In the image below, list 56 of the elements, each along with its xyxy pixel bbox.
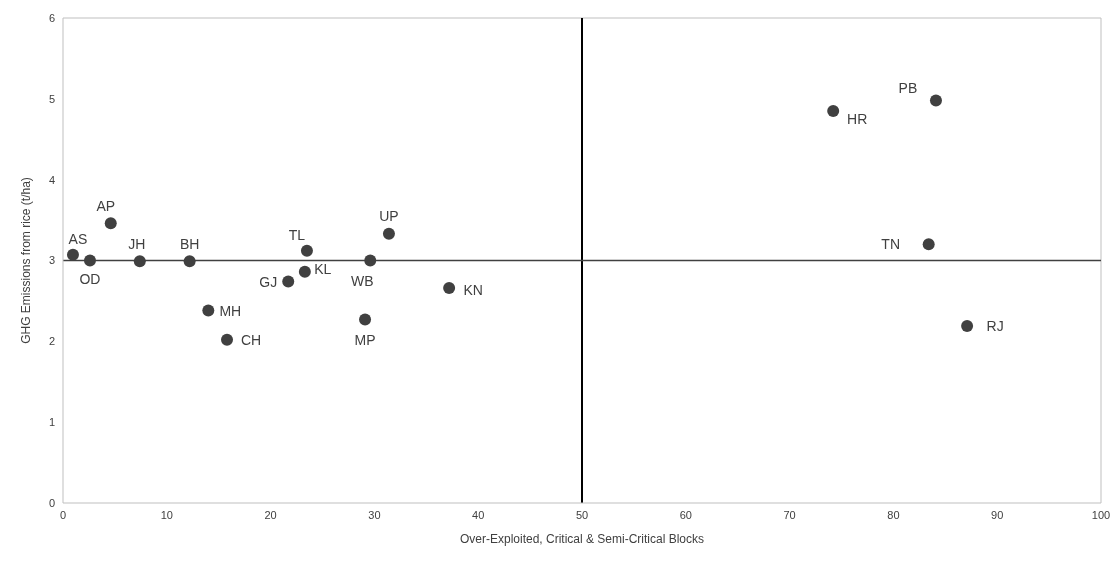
annotation: TN [881,236,901,253]
x-tick-label: 100 [1091,508,1111,521]
annotation: RJ [986,317,1004,334]
annotation: PB [898,80,918,97]
y-tick-label: 6 [48,11,55,24]
point [221,333,233,346]
annotation: KN [463,281,483,298]
annotation: AS [68,230,88,247]
x-tick-label: 0 [59,508,67,521]
y-tick-label: 2 [48,335,55,348]
x-tick-label: 30 [368,508,381,521]
y-tick-label: 0 [48,496,55,509]
point [133,255,146,268]
annotation: GJ [259,273,278,290]
point [382,227,395,240]
y-axis-title: GHG Emissions from rice (t/ha) [19,177,34,344]
y-tick-label: 3 [48,254,55,267]
annotation: OD [79,270,101,287]
point [298,265,311,278]
x-tick-label: 10 [160,508,173,521]
annotation: CH [240,331,262,348]
annotation: MP [354,331,376,348]
point [827,104,840,117]
point [104,217,117,230]
y-tick-label: 1 [48,416,55,429]
point [183,255,196,268]
annotation: HR [847,110,868,127]
x-tick-label: 40 [472,508,485,521]
annotation: UP [379,207,399,224]
x-tick-label: 80 [887,508,900,521]
point [202,304,215,317]
annotation: AP [96,198,116,215]
y-tick-label: 5 [48,92,55,105]
x-tick-label: 20 [264,508,277,521]
annotation: WB [350,272,374,289]
annotation: MH [219,302,242,319]
point [83,254,96,267]
point [443,281,456,294]
point [922,238,935,251]
point [300,244,313,257]
point [961,319,974,332]
x-tick-label: 50 [575,508,589,521]
point [66,248,79,261]
point [282,275,295,288]
x-tick-label: 70 [783,508,796,521]
annotation: BH [179,236,200,253]
x-tick-label: 90 [991,508,1004,521]
point [929,94,942,107]
y-tick-label: 4 [48,173,55,186]
annotation: TL [288,226,306,243]
x-axis-title: Over-Exploited, Critical & Semi-Critical Blocks [459,532,705,546]
point [359,313,372,326]
annotation: JH [128,236,146,253]
x-tick-label: 60 [679,508,692,521]
annotation: KL [314,260,332,277]
point [364,254,377,267]
